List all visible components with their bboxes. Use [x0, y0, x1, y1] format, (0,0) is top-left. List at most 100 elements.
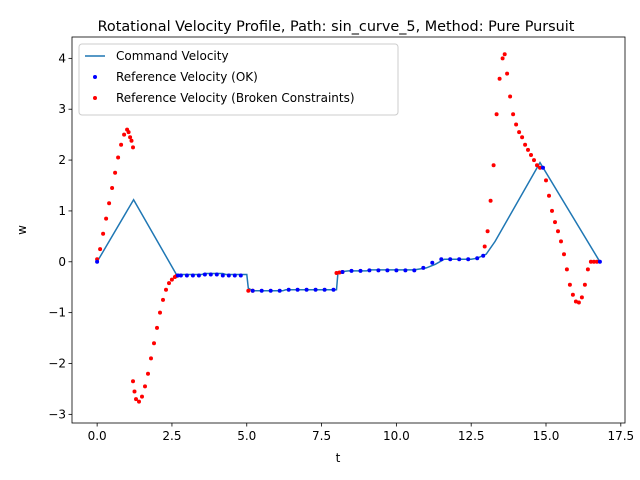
reference-broken-point [535, 163, 539, 168]
reference-broken-point [158, 310, 162, 315]
reference-broken-point [526, 147, 530, 152]
reference-ok-point [250, 288, 255, 293]
reference-broken-point [107, 201, 112, 206]
reference-ok-point [481, 253, 486, 258]
reference-ok-point [196, 273, 201, 278]
y-tick-label: 1 [58, 204, 66, 218]
reference-ok-point [175, 273, 180, 278]
reference-broken-point [485, 229, 490, 234]
reference-ok-point [238, 273, 243, 278]
reference-broken-point [582, 282, 587, 287]
series-line-command-velocity [96, 161, 601, 292]
reference-broken-point [169, 277, 174, 282]
reference-broken-point [132, 389, 137, 394]
reference-broken-point [538, 165, 542, 170]
y-tick-label: 0 [58, 255, 66, 269]
x-tick-label: 2.5 [162, 429, 181, 443]
reference-broken-point [98, 247, 103, 252]
reference-broken-point [502, 52, 507, 57]
x-tick-label: 0.0 [88, 429, 107, 443]
y-tick-label: 4 [58, 51, 66, 65]
x-tick-label: 12.5 [458, 429, 485, 443]
reference-broken-point [500, 56, 505, 61]
reference-broken-point [520, 135, 525, 140]
reference-ok-point [541, 165, 545, 170]
reference-broken-point [562, 252, 566, 257]
reference-broken-point [149, 356, 153, 361]
reference-broken-point [591, 259, 596, 264]
reference-broken-point [113, 170, 118, 175]
y-axis-label: w [15, 225, 29, 235]
reference-ok-point [322, 287, 327, 292]
reference-ok-point [331, 287, 336, 292]
legend-swatch-reference-ok [93, 75, 97, 79]
reference-ok-point [430, 260, 435, 265]
x-tick-label: 5.0 [237, 429, 256, 443]
reference-ok-point [232, 273, 237, 278]
reference-ok-point [304, 287, 309, 292]
reference-ok-point [277, 288, 282, 293]
reference-broken-point [494, 112, 499, 117]
reference-ok-point [403, 268, 408, 273]
reference-ok-point [184, 273, 189, 278]
reference-broken-point [564, 267, 569, 272]
reference-broken-point [164, 287, 168, 292]
reference-broken-point [594, 259, 599, 264]
plot-frame [71, 36, 626, 424]
reference-broken-point [579, 295, 584, 300]
series-layer [95, 52, 602, 404]
legend-label-reference-broken: Reference Velocity (Broken Constraints) [116, 91, 355, 105]
reference-ok-point [178, 273, 183, 278]
reference-broken-point [131, 145, 135, 150]
reference-broken-point [523, 142, 528, 147]
reference-broken-point [167, 281, 171, 286]
reference-broken-point [508, 94, 513, 99]
reference-broken-point [110, 186, 115, 190]
reference-ok-point [394, 268, 399, 273]
reference-broken-point [559, 239, 563, 244]
legend: Command Velocity Reference Velocity (OK)… [78, 43, 399, 116]
y-tick-label: −2 [48, 356, 66, 370]
reference-broken-point [101, 231, 106, 236]
reference-ok-point [295, 287, 300, 292]
reference-broken-point [246, 288, 251, 293]
reference-broken-point [517, 130, 522, 135]
reference-ok-point [376, 268, 381, 273]
reference-broken-point [122, 132, 127, 137]
reference-ok-point [95, 259, 100, 264]
y-axis-ticks: −3 −2 −1 0 1 2 3 4 [48, 51, 72, 421]
legend-swatch-reference-broken [93, 96, 97, 100]
reference-broken-point [155, 325, 159, 330]
reference-broken-point [505, 71, 510, 76]
y-tick-label: 2 [58, 153, 66, 167]
reference-ok-point [367, 268, 372, 273]
reference-broken-point [576, 300, 581, 305]
reference-ok-point [457, 257, 462, 262]
reference-ok-point [220, 273, 225, 278]
reference-broken-point [529, 153, 533, 157]
reference-ok-point [358, 268, 363, 273]
reference-broken-point [544, 178, 548, 183]
reference-ok-point [313, 287, 318, 292]
reference-broken-point [585, 267, 590, 272]
reference-broken-point [556, 229, 560, 234]
x-tick-label: 15.0 [533, 429, 560, 443]
reference-broken-point [514, 122, 519, 127]
reference-ok-point [475, 256, 480, 261]
reference-ok-point [268, 288, 273, 293]
reference-broken-point [152, 341, 156, 346]
reference-broken-point [119, 142, 124, 147]
reference-broken-point [511, 112, 516, 117]
x-tick-label: 10.0 [383, 429, 410, 443]
reference-broken-point [497, 76, 502, 81]
reference-ok-point [597, 259, 602, 264]
reference-broken-point [570, 292, 575, 297]
reference-broken-point [553, 220, 557, 225]
reference-broken-point [482, 244, 487, 249]
y-tick-label: 3 [58, 102, 66, 116]
reference-broken-point [129, 138, 134, 143]
legend-label-command-velocity: Command Velocity [116, 49, 229, 63]
reference-broken-point [588, 259, 593, 264]
reference-broken-point [491, 163, 496, 168]
